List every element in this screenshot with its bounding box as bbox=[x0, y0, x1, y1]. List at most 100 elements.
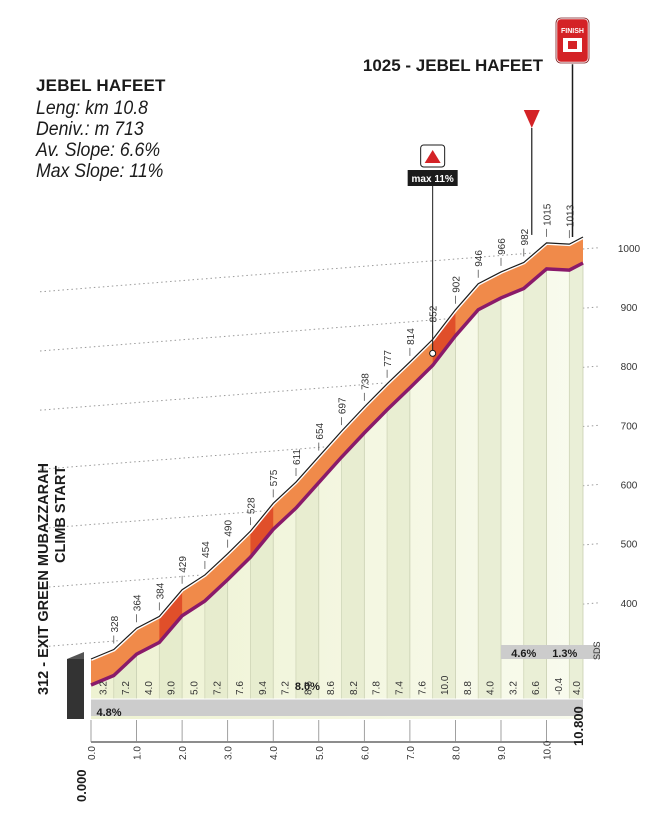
x-tick-label: 1.0 bbox=[133, 746, 144, 760]
chart-title: 1025 - JEBEL HAFEET bbox=[363, 56, 544, 75]
gradient-warning-icon bbox=[424, 150, 441, 163]
altitude-label: 575 bbox=[269, 469, 280, 486]
altitude-label: 852 bbox=[429, 305, 440, 322]
profile-base: 4.8% 8.0% 4.6% 1.3% 0.0 1.0 2.0 3.0 4.0 5.0 6.0 7.0… bbox=[67, 645, 600, 760]
finish-icon: FINISH bbox=[554, 16, 591, 65]
climb-max-slope: Max Slope: 11% bbox=[36, 161, 164, 182]
kilometre-stripes bbox=[113, 263, 584, 699]
km-stripe bbox=[478, 297, 501, 699]
segment-gradient-label: 7.2 bbox=[281, 681, 292, 695]
x-tick-label: 8.0 bbox=[451, 746, 462, 760]
road-top-edge bbox=[90, 236, 584, 660]
altitude-label: 1015 bbox=[543, 203, 554, 226]
km-stripe bbox=[432, 335, 456, 699]
section-gradient-label: 4.8% bbox=[96, 707, 121, 719]
segment-gradient-label: 8.6 bbox=[303, 681, 314, 695]
start-location-label: 312 - EXIT GREEN MUBAZZARAH bbox=[36, 463, 52, 695]
altitude-label: 528 bbox=[246, 497, 257, 514]
x-tick-label: 9.0 bbox=[497, 746, 508, 760]
road-band bbox=[90, 235, 584, 687]
segment-gradient-label: 3.2 bbox=[508, 681, 519, 695]
x-tick-label: 4.0 bbox=[269, 746, 280, 760]
segment-gradient-label: 7.2 bbox=[212, 681, 223, 695]
segment-gradient-label: 7.8 bbox=[372, 681, 383, 695]
altitude-label: 490 bbox=[224, 520, 235, 537]
altitude-label: 814 bbox=[406, 328, 417, 345]
y-tick-label: 700 bbox=[621, 421, 638, 432]
steep-segment bbox=[250, 503, 274, 558]
x-end-label: 10.800 bbox=[571, 706, 586, 746]
steep-segment bbox=[159, 589, 183, 643]
segment-gradient-label: 10.0 bbox=[440, 675, 451, 695]
section-gradient-label: 8.0% bbox=[295, 681, 320, 693]
altitude-label: 364 bbox=[133, 594, 144, 611]
climb-info-box: JEBEL HAFEET Leng: km 10.8 Deniv.: m 713… bbox=[36, 76, 236, 182]
altitude-label: 1013 bbox=[565, 204, 576, 227]
km-stripe bbox=[204, 579, 228, 699]
y-tick-label: 900 bbox=[621, 303, 638, 314]
altitude-label: 611 bbox=[292, 449, 303, 465]
x-tick-label: 3.0 bbox=[224, 746, 235, 760]
section-bar bbox=[91, 699, 583, 716]
segment-gradient-label: 8.2 bbox=[349, 681, 360, 695]
km-stripe bbox=[387, 387, 410, 699]
x-tick-label: 6.0 bbox=[360, 746, 371, 760]
segment-gradient-label: 7.6 bbox=[417, 681, 428, 695]
segment-gradient-label: 5.0 bbox=[190, 681, 201, 695]
altitude-label: 738 bbox=[360, 373, 371, 390]
segment-gradient-label: 3.2 bbox=[98, 681, 109, 695]
y-tick-label: 1000 bbox=[618, 244, 641, 255]
climb-length: Leng: km 10.8 bbox=[36, 98, 148, 119]
climb-elevation-gain: Deniv.: m 713 bbox=[36, 119, 144, 140]
max-slope-label: max 11% bbox=[412, 174, 454, 185]
altitude-label: 966 bbox=[497, 238, 508, 255]
km-stripe bbox=[523, 268, 547, 699]
segment-gradient-label: -0.4 bbox=[554, 677, 565, 695]
altitude-label: 429 bbox=[178, 556, 189, 573]
sds-label: SDS bbox=[592, 641, 602, 660]
x-tick-label: 10.0 bbox=[543, 740, 554, 760]
altitude-label: 654 bbox=[315, 422, 326, 439]
segment-gradient-label: 7.2 bbox=[121, 681, 132, 695]
km-stripe bbox=[341, 432, 365, 699]
x-start-label: 0.000 bbox=[74, 769, 89, 802]
start-wall-front bbox=[67, 659, 84, 719]
x-tick-label: 7.0 bbox=[406, 746, 417, 760]
section-gradient-label: 4.6% bbox=[511, 648, 536, 660]
x-tick-label: 2.0 bbox=[178, 746, 189, 760]
segment-gradient-label: 4.0 bbox=[144, 681, 155, 695]
start-climb-label: CLIMB START bbox=[53, 466, 69, 563]
steep-segment bbox=[432, 309, 456, 366]
segment-gradient-label: 9.0 bbox=[167, 681, 178, 695]
km-stripe bbox=[250, 529, 274, 699]
max-slope-badge bbox=[407, 170, 458, 186]
segment-gradient-label: 6.6 bbox=[531, 681, 542, 695]
altitude-label: 777 bbox=[383, 350, 394, 367]
road-lower-edge bbox=[90, 261, 584, 687]
altitude-label: 902 bbox=[451, 276, 462, 293]
grid-line bbox=[39, 247, 599, 293]
y-tick-label: 500 bbox=[621, 540, 638, 551]
x-tick-label: 5.0 bbox=[315, 746, 326, 760]
grid-line bbox=[39, 365, 599, 411]
section-gradient-label: 1.3% bbox=[552, 648, 577, 660]
altitude-label: 697 bbox=[338, 397, 349, 414]
profile-labels: 3.2 7.2 4.0 9.0 5.0 7.2 7.6 9.4 7.2 8.6 8.6 8.2 7.8 7… bbox=[98, 203, 583, 695]
altitude-label: 384 bbox=[155, 582, 166, 599]
altitude-label: 454 bbox=[201, 541, 212, 558]
segment-gradient-label: 4.0 bbox=[486, 681, 497, 695]
last-km-flag-icon bbox=[523, 110, 540, 128]
km-stripe bbox=[296, 482, 319, 699]
segment-gradient-label: 9.4 bbox=[258, 681, 269, 695]
y-tick-label: 400 bbox=[621, 599, 638, 610]
y-tick-label: 600 bbox=[621, 481, 638, 492]
x-tick-label: 0.0 bbox=[87, 746, 98, 760]
segment-gradient-label: 8.8 bbox=[463, 681, 474, 695]
climb-average-slope: Av. Slope: 6.6% bbox=[36, 140, 161, 161]
altitude-label: 982 bbox=[520, 228, 531, 245]
segment-gradient-label: 7.6 bbox=[235, 681, 246, 695]
upper-section-bar bbox=[501, 645, 600, 659]
altitude-label: 946 bbox=[474, 250, 485, 267]
grid-line bbox=[39, 306, 599, 352]
